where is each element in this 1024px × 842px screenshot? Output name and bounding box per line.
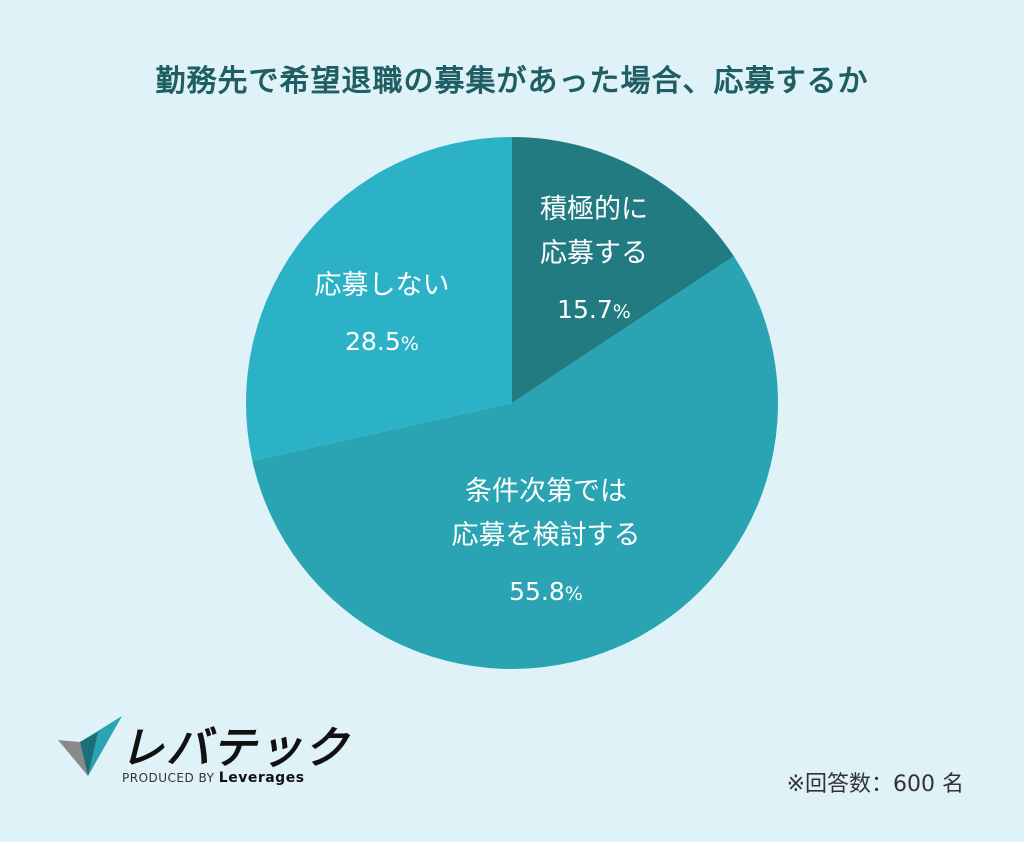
logo-produced-by: PRODUCED BY Leverages	[122, 770, 305, 786]
slice-label-actively-apply: 積極的に 応募する 15.7%	[444, 188, 744, 334]
pie-slice-1	[252, 256, 778, 669]
logo-name: レバテック	[120, 723, 350, 774]
chart-title: 勤務先で希望退職の募集があった場合、応募するか	[155, 64, 869, 99]
slice-value: 55.8%	[509, 577, 583, 606]
response-count-note: ※回答数：600 名	[786, 772, 964, 797]
slice-label-line: 応募する	[540, 238, 648, 269]
slice-label-line: 応募しない	[314, 270, 450, 301]
leverages-logo-icon	[58, 716, 122, 776]
slice-label-not-apply: 応募しない 28.5%	[232, 264, 532, 366]
pie-slice-2	[246, 137, 512, 462]
slice-label-consider-applying: 条件次第では 応募を検討する 55.8%	[396, 470, 696, 616]
slice-label-line: 条件次第では	[465, 476, 627, 507]
slice-value: 15.7%	[557, 295, 631, 324]
slice-label-line: 応募を検討する	[451, 520, 641, 551]
pie-slice-0	[512, 137, 734, 403]
slice-value: 28.5%	[345, 327, 419, 356]
slice-label-line: 積極的に	[540, 194, 648, 225]
